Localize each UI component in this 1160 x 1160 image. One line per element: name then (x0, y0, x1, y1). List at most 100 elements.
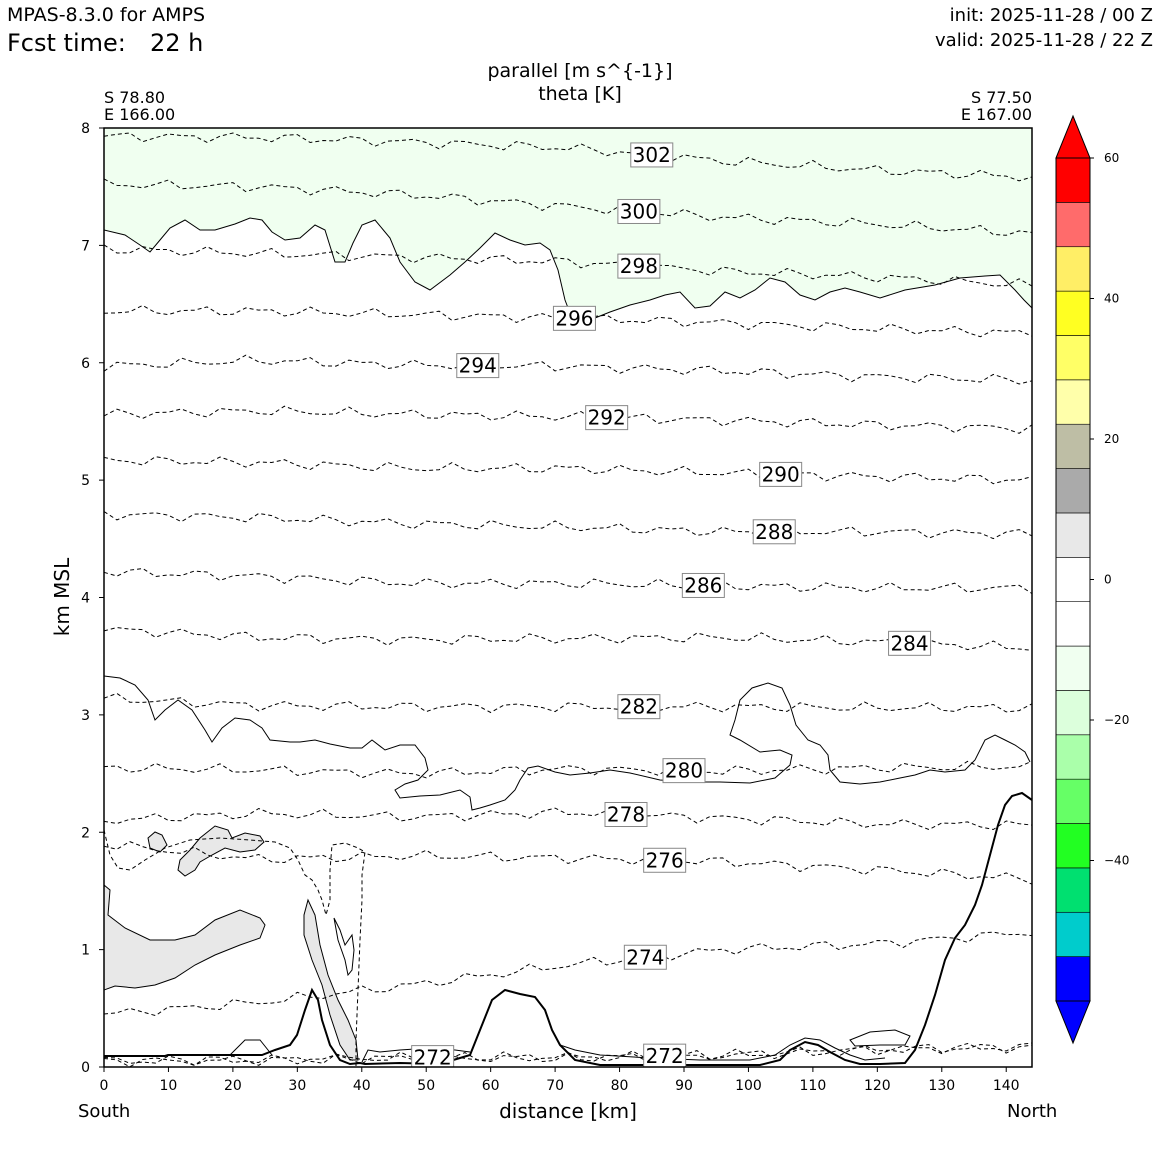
theta-label-300: 300 (617, 198, 661, 224)
x-tick-label: 70 (546, 1078, 564, 1094)
theta-contour-274 (104, 931, 1032, 1017)
forecast-time-value: 22 h (150, 29, 204, 57)
theta-contour-282 (104, 692, 1032, 714)
colorbar: 60 40 20 0 −20 −40 (1055, 114, 1129, 1045)
theta-contour-276 (104, 841, 1032, 885)
x-axis-label: distance [km] (499, 1099, 637, 1123)
theta-contour-300 (104, 178, 1032, 236)
x-axis-ticks: 0 10 20 30 40 50 60 70 80 90 100 110 120 130 140 (100, 1067, 1020, 1094)
x-tick-label: 110 (800, 1078, 827, 1094)
theta-label-288: 288 (752, 519, 796, 545)
colorbar-segment (1055, 690, 1091, 736)
left-end-lon: E 166.00 (104, 105, 176, 124)
model-title: MPAS-8.3.0 for AMPS (7, 4, 206, 26)
theta-label-text: 288 (755, 520, 793, 544)
colorbar-segment (1055, 335, 1091, 381)
south-label: South (78, 1101, 131, 1122)
theta-label-276: 276 (643, 847, 687, 873)
terrain-contour-thin3 (361, 1047, 471, 1063)
theta-label-text: 292 (588, 406, 626, 430)
grey-patch-mid1 (177, 825, 265, 877)
north-label: North (1007, 1101, 1058, 1122)
mid-wind-contour (104, 675, 1031, 811)
y-tick-label: 7 (81, 238, 90, 254)
colorbar-tick-label: 40 (1104, 292, 1119, 306)
theta-contour-284 (104, 626, 1032, 651)
theta-label-282: 282 (617, 694, 661, 720)
valid-time: valid: 2025-11-28 / 22 Z (935, 30, 1153, 51)
colorbar-segment (1055, 512, 1091, 558)
x-tick-label: 140 (993, 1078, 1020, 1094)
colorbar-tick-label: 0 (1104, 573, 1112, 587)
theta-label-text: 272 (414, 1046, 452, 1070)
colorbar-segment (1055, 823, 1091, 869)
theta-label-302: 302 (630, 142, 674, 168)
colorbar-segment (1055, 867, 1091, 913)
colorbar-segment (1055, 468, 1091, 514)
colorbar-segment (1055, 956, 1091, 1002)
theta-label-296: 296 (552, 305, 596, 331)
theta-contour-286 (104, 567, 1032, 595)
colorbar-segment (1055, 379, 1091, 425)
theta-label-286: 286 (681, 572, 725, 598)
column-contour (333, 917, 355, 977)
theta-label-text: 302 (633, 143, 671, 167)
x-tick-label: 90 (675, 1078, 693, 1094)
colorbar-segment (1055, 601, 1091, 647)
colorbar-segment (1055, 290, 1091, 336)
x-tick-label: 10 (160, 1078, 178, 1094)
theta-label-text: 274 (626, 945, 664, 969)
upper-wind-contour (104, 217, 1032, 327)
colorbar-over-triangle (1055, 114, 1091, 159)
y-tick-label: 8 (81, 121, 90, 137)
terrain-contour-thin (229, 1039, 273, 1056)
theta-contour-298 (104, 244, 1032, 287)
y-tick-label: 5 (81, 473, 90, 489)
theta-contour-extra (104, 829, 366, 1066)
x-tick-label: 50 (417, 1078, 435, 1094)
y-tick-label: 0 (81, 1060, 90, 1076)
x-tick-label: 30 (288, 1078, 306, 1094)
theta-contour-296 (104, 304, 1032, 338)
theta-label-text: 286 (684, 573, 722, 597)
theta-label-text: 282 (620, 695, 658, 719)
init-time: init: 2025-11-28 / 00 Z (949, 5, 1153, 26)
colorbar-tick-label: −40 (1104, 854, 1129, 868)
theta-contour-272 (104, 1043, 1032, 1066)
theta-label-278: 278 (604, 801, 648, 827)
chart-subtitle: theta [K] (538, 83, 622, 105)
right-end-lon: E 167.00 (960, 105, 1032, 124)
y-tick-label: 2 (81, 825, 90, 841)
theta-label-text: 272 (646, 1044, 684, 1068)
forecast-time-label: Fcst time: (7, 29, 126, 57)
theta-label-294: 294 (456, 353, 500, 379)
theta-contour-278 (104, 807, 1032, 831)
x-tick-label: 40 (353, 1078, 371, 1094)
colorbar-segment (1055, 557, 1091, 602)
y-tick-label: 6 (81, 356, 90, 372)
theta-label-272: 272 (643, 1043, 687, 1068)
theta-label-290: 290 (759, 461, 803, 487)
theta-label-298: 298 (617, 253, 661, 279)
terrain-line (104, 791, 1032, 1066)
theta-label-text: 294 (459, 354, 497, 378)
theta-contour-272 (104, 1042, 1032, 1067)
colorbar-segment (1055, 246, 1091, 292)
grey-patch-mid2 (147, 831, 168, 853)
theta-labels: 302 300 298 296 294 292 290 288 286 284 282 280 278 2… (411, 142, 932, 1070)
x-tick-label: 20 (224, 1078, 242, 1094)
x-tick-label: 60 (482, 1078, 500, 1094)
colorbar-segment (1055, 423, 1091, 469)
theta-label-text: 284 (890, 631, 928, 655)
colorbar-segment (1055, 157, 1091, 203)
right-end-lat: S 77.50 (970, 88, 1032, 107)
colorbar-under-triangle (1055, 1000, 1091, 1045)
theta-contour-292 (104, 405, 1032, 434)
theta-label-text: 280 (665, 759, 703, 783)
grey-patch-left (104, 884, 266, 991)
x-tick-label: 80 (611, 1078, 629, 1094)
colorbar-segment (1055, 734, 1091, 780)
colorbar-tick-label: 20 (1104, 432, 1119, 446)
theta-label-274: 274 (623, 944, 667, 970)
theta-contour-290 (104, 456, 1032, 485)
